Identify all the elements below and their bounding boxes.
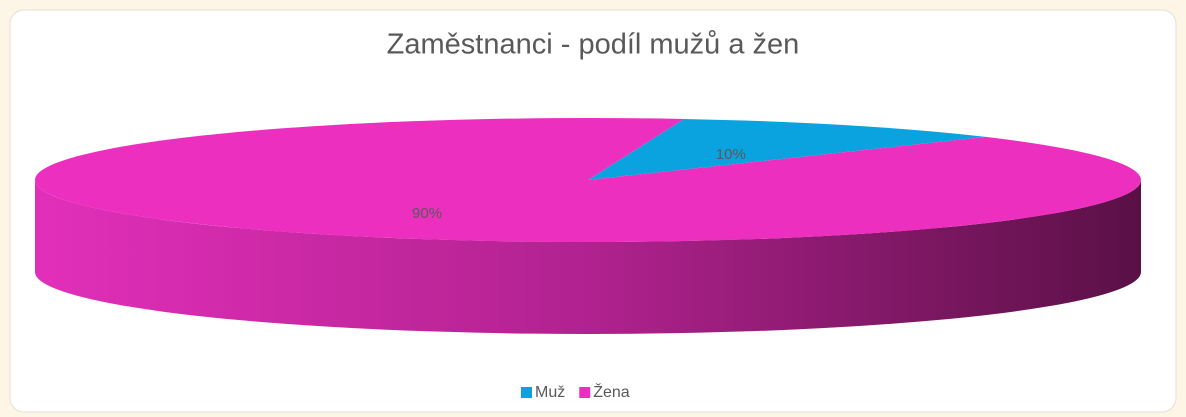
pie-slice (588, 118, 986, 180)
data-label: 90% (412, 205, 442, 222)
pie-slice (34, 117, 1141, 242)
data-label: 10% (716, 146, 746, 163)
legend-swatch (579, 387, 591, 398)
legend-label: Muž (535, 384, 565, 401)
pie-side (35, 180, 1141, 334)
chart-title: Zaměstnanci - podíl mužů a žen (387, 29, 800, 61)
legend-label: Žena (593, 382, 630, 401)
legend-swatch (521, 387, 532, 398)
